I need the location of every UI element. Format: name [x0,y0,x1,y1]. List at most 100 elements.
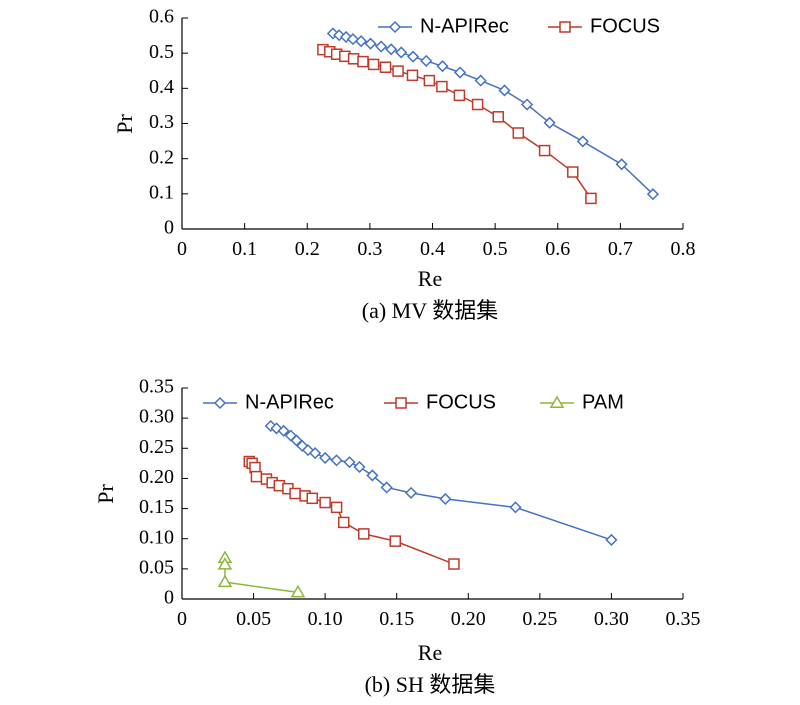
chart-a-ytick-label: 0.2 [149,146,174,168]
chart-b-legend-label-focus: FOCUS [426,391,496,413]
chart-a-y-ticks: 0 0.1 0.2 0.3 0.4 0.5 0.6 [149,6,188,239]
chart-b-ytick-label: 0.35 [139,376,174,398]
chart-b-point-focus [448,558,460,570]
chart-a-ytick-label: 0.5 [149,41,174,63]
chart-b-point-n-apirec [319,451,332,464]
chart-a-point-n-apirec [407,50,420,63]
chart-a-xtick-label: 0 [177,238,187,260]
chart-b-legend-marker-focus [395,397,407,409]
chart-b-point-n-apirec [277,424,290,437]
chart-a-legend-marker-n-apirec [388,20,402,34]
chart-b-point-focus [358,528,370,540]
chart-a-mv: 00.10.20.30.40.50.6 0 0.1 0.2 0.3 0.4 0.5 0.6 0… [112,6,695,323]
chart-a-point-n-apirec [474,74,487,87]
chart-a-xtick-label: 0.1 [232,238,257,260]
chart-a-point-n-apirec [355,35,368,48]
chart-a-point-n-apirec [576,135,589,148]
chart-a-point-focus [357,55,369,68]
chart-b-point-n-apirec [366,469,379,482]
chart-a-x-axis-title: Re [418,266,442,291]
chart-a-ytick-label: 0 [164,217,174,239]
chart-a-xtick-label: 0.8 [671,238,696,260]
chart-b-ytick-label: 0.15 [139,496,174,518]
chart-a-point-focus [379,61,392,73]
chart-a-point-focus [436,80,448,93]
chart-a-point-n-apirec [615,158,628,171]
chart-a-point-n-apirec [395,46,408,59]
chart-b-ytick-label: 0 [164,587,174,609]
chart-a-x-ticks: 0 0.1 0.2 0.3 0.4 0.5 0.6 0.7 0.8 [177,223,696,260]
chart-a-ytick-label: 0.4 [149,76,174,98]
chart-b-point-focus [306,492,319,505]
chart-a-point-focus [492,111,505,123]
chart-a-legend-marker-focus [559,21,571,33]
chart-b-point-n-apirec [290,434,303,447]
chart-a-point-focus [406,69,419,82]
chart-a-point-n-apirec [453,66,467,79]
chart-b-point-pam [217,574,233,588]
chart-b-line-pam [224,558,299,594]
chart-b-line-focus [248,460,455,565]
chart-b-legend-label-n-apirec: N-APIRec [245,391,334,413]
chart-b-legend-label-pam: PAM [582,391,624,413]
chart-b-y-ticks: 0 0.05 0.10 0.15 0.20 0.25 0.30 0.35 [139,376,188,609]
chart-a-ytick-label: 0.1 [149,181,174,203]
chart-b-xtick-label: 0.25 [522,608,557,630]
chart-a-xtick-label: 0.4 [420,238,445,260]
chart-a-point-n-apirec [385,43,398,56]
chart-b-series [217,419,618,598]
chart-b-point-focus [319,496,331,509]
chart-b-ytick-label: 0.05 [139,556,174,578]
chart-b-xtick-label: 0.15 [379,608,414,630]
chart-b-xtick-label: 0.20 [451,608,486,630]
chart-a-point-n-apirec [375,40,388,53]
chart-a-point-n-apirec [420,54,433,67]
chart-b-point-focus [338,516,350,529]
chart-b-y-axis-title: Pr [93,484,118,504]
chart-b-point-focus [389,535,402,547]
chart-a-ytick-label: 0.6 [149,6,174,28]
chart-a-point-focus [392,65,404,77]
chart-b-point-n-apirec [404,486,418,499]
chart-b-point-n-apirec [343,456,356,469]
chart-b-point-n-apirec [439,492,452,505]
chart-b-legend-marker-n-apirec [213,396,227,410]
chart-b-x-ticks: 0 0.05 0.10 0.15 0.20 0.25 0.30 0.35 [177,593,701,630]
chart-a-point-n-apirec [498,84,511,97]
chart-a-point-focus [423,74,436,87]
chart-b-ytick-label: 0.20 [139,466,174,488]
chart-b-point-n-apirec [330,454,343,467]
chart-a-legend: N-APIRec FOCUS [378,15,660,37]
chart-b-ytick-label: 0.10 [139,526,174,548]
chart-b-xtick-label: 0.35 [666,608,701,630]
chart-a-point-focus [347,53,360,65]
chart-a-xtick-label: 0.6 [545,238,570,260]
chart-b-point-n-apirec [353,460,366,474]
chart-b-x-axis-title: Re [418,640,442,665]
chart-b-point-n-apirec [309,447,322,460]
chart-b-point-n-apirec [380,481,393,494]
chart-b-xtick-label: 0.05 [236,608,271,630]
chart-a-series [317,27,660,205]
chart-b-point-focus [289,487,301,500]
chart-a-point-focus [471,98,484,111]
chart-b-legend-marker-pam [549,395,565,408]
chart-a-xtick-label: 0.5 [483,238,508,260]
chart-a-point-n-apirec [364,37,377,50]
chart-a-point-focus [567,166,579,178]
chart-b-point-focus [330,501,343,514]
chart-a-xtick-label: 0.3 [357,238,382,260]
chart-a-point-focus [538,144,551,157]
chart-b-point-n-apirec [605,533,618,546]
chart-b-legend: N-APIRec FOCUS PAM [203,391,624,413]
chart-b-line-n-apirec [270,425,612,541]
chart-a-ytick-label: 0.3 [149,111,174,133]
chart-b-point-focus [250,470,263,483]
chart-a-caption: (a) MV 数据集 [362,298,498,323]
chart-a-y-axis-title: Pr [112,114,137,134]
chart-a-point-n-apirec [521,98,534,111]
chart-b-xtick-label: 0.10 [308,608,343,630]
chart-b-point-pam [217,557,233,570]
chart-a-xtick-label: 0.2 [295,238,320,260]
chart-a-point-n-apirec [646,188,660,201]
